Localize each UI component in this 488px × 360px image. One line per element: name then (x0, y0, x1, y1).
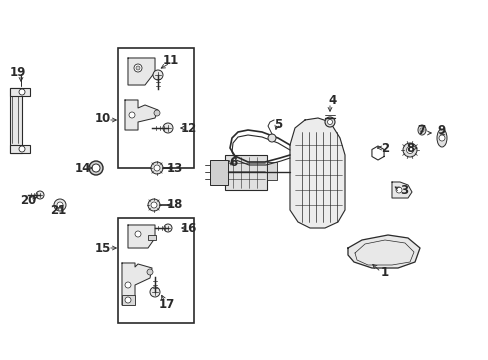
Text: 11: 11 (163, 54, 179, 67)
Text: 16: 16 (181, 221, 197, 234)
Text: 19: 19 (10, 66, 26, 78)
Text: 5: 5 (273, 118, 282, 131)
Circle shape (406, 147, 413, 153)
Circle shape (325, 117, 334, 127)
Text: 15: 15 (95, 242, 111, 255)
Circle shape (327, 120, 332, 125)
Circle shape (153, 70, 163, 80)
Circle shape (148, 199, 160, 211)
Polygon shape (289, 118, 345, 228)
Polygon shape (128, 58, 155, 85)
Bar (10, 88, 30, 96)
Text: 14: 14 (75, 162, 91, 175)
Bar (10, 145, 30, 153)
Circle shape (92, 164, 100, 172)
Circle shape (147, 269, 153, 275)
Bar (10, 88, 22, 153)
Bar (148, 235, 156, 240)
Circle shape (163, 224, 172, 232)
Polygon shape (391, 182, 411, 198)
Circle shape (151, 202, 157, 208)
Circle shape (134, 64, 142, 72)
Text: 21: 21 (50, 203, 66, 216)
Circle shape (125, 282, 131, 288)
Bar (118, 218, 194, 323)
Text: 20: 20 (20, 194, 36, 207)
Text: 13: 13 (166, 162, 183, 175)
Circle shape (151, 162, 163, 174)
Circle shape (374, 149, 381, 157)
Polygon shape (128, 225, 155, 248)
Circle shape (267, 134, 275, 142)
Circle shape (135, 231, 141, 237)
Polygon shape (417, 125, 425, 135)
Text: 6: 6 (228, 156, 237, 168)
Polygon shape (371, 146, 383, 160)
Circle shape (438, 135, 444, 141)
Bar (224, 155, 266, 190)
Text: 9: 9 (436, 123, 444, 136)
Text: 12: 12 (181, 122, 197, 135)
Circle shape (19, 89, 25, 95)
Polygon shape (122, 263, 152, 305)
Circle shape (154, 110, 160, 116)
Text: 17: 17 (159, 298, 175, 311)
Circle shape (150, 287, 160, 297)
Circle shape (402, 143, 416, 157)
Circle shape (19, 146, 25, 152)
Polygon shape (125, 100, 158, 130)
Text: 8: 8 (405, 141, 413, 154)
Circle shape (36, 191, 44, 199)
Circle shape (419, 128, 423, 132)
Circle shape (395, 187, 401, 193)
Text: 2: 2 (380, 141, 388, 154)
Circle shape (163, 123, 173, 133)
Circle shape (54, 199, 66, 211)
Text: 3: 3 (399, 184, 407, 197)
Text: 7: 7 (416, 123, 424, 136)
Text: 4: 4 (328, 94, 336, 107)
Circle shape (125, 297, 131, 303)
Circle shape (136, 66, 140, 70)
Circle shape (57, 202, 63, 208)
Bar (122, 295, 135, 305)
Ellipse shape (436, 129, 446, 147)
Polygon shape (347, 235, 419, 268)
Text: 18: 18 (166, 198, 183, 211)
Bar (118, 48, 194, 168)
Text: 1: 1 (380, 266, 388, 279)
Bar (209, 160, 227, 185)
Text: 10: 10 (95, 112, 111, 125)
Circle shape (129, 112, 135, 118)
Circle shape (89, 161, 103, 175)
Bar (266, 162, 276, 180)
Circle shape (154, 165, 160, 171)
